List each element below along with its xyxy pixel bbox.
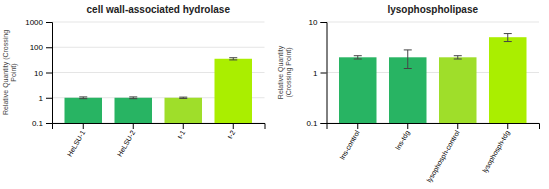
marks (65, 58, 253, 123)
x-tick: lysophosph-control (425, 123, 462, 184)
y-axis-title: Relative Quantity(Crossing Point) (277, 45, 293, 99)
x-tick: t-1 (176, 123, 186, 140)
error-bar (354, 56, 362, 59)
x-tick-label: HeLSU-1 (66, 129, 87, 158)
y-tick-mark (46, 73, 52, 74)
x-tick-label: t-2 (226, 129, 236, 140)
y-tick-label: 0.1 (32, 119, 44, 128)
y-tick-label: 1 (313, 69, 318, 78)
x-tick-label: HeLSU-2 (116, 129, 137, 158)
y-axis-line (321, 23, 328, 124)
x-tick-mark (357, 123, 358, 129)
y-tick: 10 (309, 18, 327, 27)
error-bar (129, 97, 137, 99)
error-bar (454, 56, 462, 59)
x-tick: t-2 (226, 123, 236, 140)
y-tick-mark (321, 73, 327, 74)
grid-line (52, 47, 265, 48)
y-tick: 0.1 (306, 119, 326, 128)
y-tick-label: 0.1 (306, 119, 318, 128)
bar (215, 59, 253, 123)
bar (115, 98, 153, 123)
x-tick-mark (233, 123, 234, 129)
x-tick: lysophosph-tdg (481, 123, 512, 174)
y-tick: 1 (313, 69, 326, 78)
error-bar (79, 97, 87, 99)
bar (165, 98, 203, 123)
x-tick-mark (183, 123, 184, 129)
y-tick-label: 10 (34, 69, 43, 78)
x-tick-mark (457, 123, 458, 129)
x-tick-label: t-1 (176, 129, 186, 140)
y-tick-label: 10 (309, 18, 318, 27)
y-axis-title-line: Relative Quantity (Crossing (2, 30, 10, 115)
grid (52, 22, 265, 123)
error-bar (504, 34, 512, 42)
y-tick: 0.1 (32, 119, 52, 128)
x-tick: lns-tdg (394, 123, 411, 151)
y-tick: 1000 (25, 18, 52, 27)
x-tick: HeLSU-1 (66, 123, 87, 158)
title: lysophospholipase (387, 4, 478, 15)
x-tick-label: lysophosph-tdg (481, 129, 512, 174)
y-tick-label: 1000 (25, 18, 43, 27)
y-tick-mark (46, 22, 52, 23)
y-tick-label: 1 (39, 94, 44, 103)
title: cell wall-associated hydrolase (87, 4, 231, 15)
y-tick: 1 (39, 94, 52, 103)
panel: 0.1 1 10 100 1000 HeLSU-1 HeLSU-2 t-1 t-2 cell wa… (2, 4, 265, 158)
panel: 0.1 1 10 lns-control lns-tdg lysophosph-contr… (277, 4, 540, 184)
bar (439, 57, 477, 123)
y-axis-line (46, 23, 53, 124)
x-tick-label: lns-control (339, 129, 361, 161)
figure: 0.1 1 10 100 1000 HeLSU-1 HeLSU-2 t-1 t-2 cell wa… (0, 0, 549, 189)
y-tick: 10 (34, 69, 52, 78)
x-tick-mark (407, 123, 408, 129)
x-tick: lns-control (339, 123, 361, 161)
x-tick-mark (83, 123, 84, 129)
y-tick-mark (321, 123, 327, 124)
y-axis-title: Relative Quantity (CrossingPoint) (2, 30, 18, 115)
x-axis: lns-control lns-tdg lysophosph-control lyso… (327, 123, 540, 184)
y-tick-mark (46, 98, 52, 99)
x-tick: HeLSU-2 (116, 123, 137, 158)
y-tick-mark (46, 47, 52, 48)
x-axis-line (53, 124, 266, 130)
x-tick-label: lysophosph-control (425, 129, 462, 184)
y-axis-title-line: (Crossing Point) (285, 47, 293, 97)
error-bar (229, 58, 237, 60)
x-tick-label: lns-tdg (394, 129, 411, 151)
grid (327, 22, 540, 123)
y-tick-label: 100 (30, 43, 44, 52)
error-bar (404, 50, 412, 69)
y-tick-mark (321, 22, 327, 23)
error-bar (179, 97, 187, 98)
bar (339, 57, 377, 123)
marks (339, 34, 527, 123)
bar (65, 98, 103, 123)
y-axis-title-line: Relative Quantity (277, 45, 285, 99)
y-tick-mark (46, 123, 52, 124)
x-axis-line (327, 124, 540, 130)
y-axis: 0.1 1 10 100 1000 (25, 18, 52, 128)
x-axis: HeLSU-1 HeLSU-2 t-1 t-2 (53, 123, 266, 158)
x-tick-mark (133, 123, 134, 129)
x-tick-mark (507, 123, 508, 129)
grid-line (52, 22, 265, 23)
y-axis-title-line: Point) (10, 63, 18, 81)
grid-line (327, 22, 540, 23)
y-axis: 0.1 1 10 (306, 18, 327, 128)
bar (489, 37, 527, 123)
y-tick: 100 (30, 43, 52, 52)
